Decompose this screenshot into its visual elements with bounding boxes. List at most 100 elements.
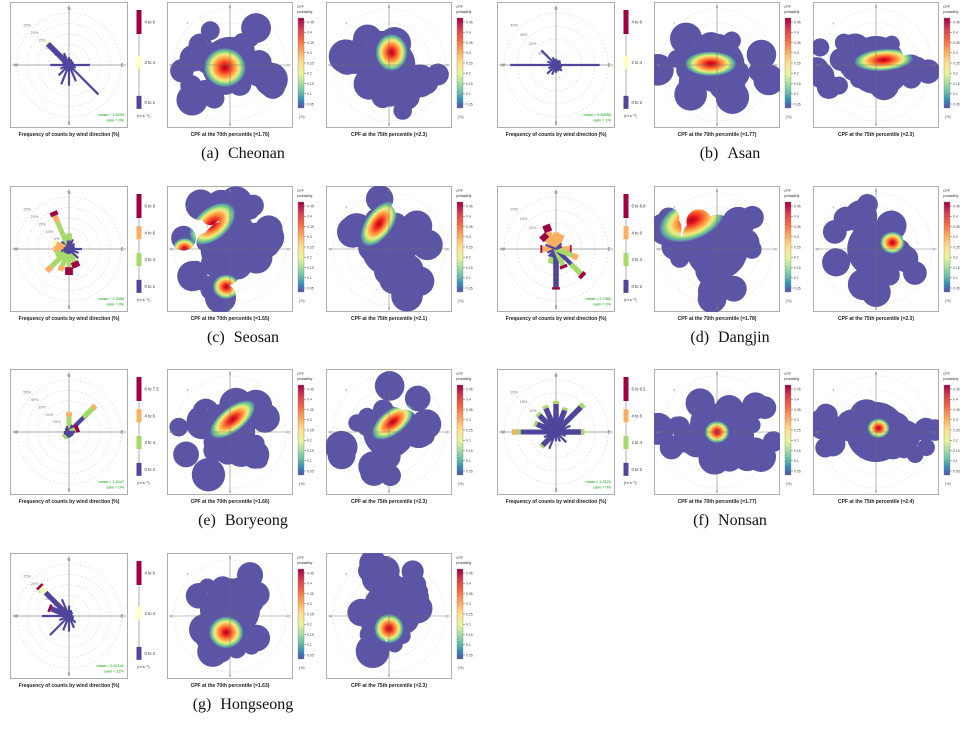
compass-label-w: W bbox=[14, 63, 18, 68]
cpf-title-asan-75th: CPF at the 75th percentile (=2.3) bbox=[838, 132, 914, 138]
ws-ring-label: 4 bbox=[674, 21, 676, 25]
ring-label: 10% bbox=[45, 230, 53, 234]
cpf-title-hongseong-70th: CPF at the 70th percentile (=1.63) bbox=[190, 683, 270, 689]
cpf-col-dangjin-1: 2 4 N E S W CPF at the 70th percentile (=1.78) bbox=[652, 186, 782, 322]
compass-label-e: E bbox=[446, 63, 449, 67]
colorbar-gradient bbox=[943, 17, 951, 109]
windrose-bar-segment bbox=[559, 263, 568, 270]
windrose-bar-segment bbox=[65, 425, 71, 433]
windrose-unit-seosan: N E S W 5% 10% 15% 20% 25% mean = 2.2056 calm = 0%… bbox=[4, 186, 164, 322]
colorbar-tick-label: 0.1 bbox=[794, 92, 799, 96]
colorbar-tick-label: 0.2 bbox=[466, 623, 471, 627]
compass-label-n: N bbox=[388, 372, 391, 376]
compass-label-s: S bbox=[555, 305, 558, 310]
cpf-hotspots bbox=[684, 51, 738, 77]
caption-label: (a) bbox=[201, 145, 219, 162]
colorbar-title-line2: probability bbox=[456, 10, 472, 14]
colorbar-tick-label: 0.45 bbox=[794, 20, 801, 24]
caption-label: (g) bbox=[192, 696, 212, 713]
colorbar-tick-label: 0.35 bbox=[466, 592, 473, 596]
legend-unit-label: (m s⁻¹) bbox=[624, 113, 637, 118]
windrose-bar-segment bbox=[44, 40, 50, 46]
legend-swatch bbox=[623, 10, 629, 34]
compass-label-w: W bbox=[170, 247, 174, 251]
ws-ring-label: 4 bbox=[833, 21, 835, 25]
compass-label-w: W bbox=[14, 614, 18, 619]
colorbar-title-line1: CPF bbox=[297, 189, 304, 193]
windrose-bar-segment bbox=[55, 241, 66, 250]
stats-mean: mean = 1.8293 bbox=[99, 113, 124, 117]
compass-label-e: E bbox=[121, 614, 124, 619]
colorbar-tick-label: 0.25 bbox=[466, 245, 473, 249]
colorbar-tick-label: 0.05 bbox=[466, 286, 473, 290]
ring-label: 20% bbox=[31, 582, 39, 586]
compass-label-n: N bbox=[716, 372, 719, 376]
windrose-bar-segment bbox=[70, 260, 81, 269]
cpf-col-dangjin-2: 2 4 N E S W CPF at the 75th percentile (=2.3) bbox=[811, 186, 941, 322]
compass-label-e: E bbox=[774, 63, 777, 67]
colorbar-tick-label: 0.2 bbox=[794, 256, 799, 260]
cpf-plot-hongseong-75th: 2 4 N E S W bbox=[326, 553, 452, 679]
figure-row-3: N E S W 10% 20% 30% 40% 50% mean = 1.1047 calm = 0… bbox=[0, 369, 974, 530]
compass-label-s: S bbox=[875, 490, 878, 494]
cpf-title-cheonan-75th: CPF at the 75th percentile (=2.3) bbox=[351, 132, 427, 138]
cpf-title-nonsan-75th: CPF at the 75th percentile (=2.4) bbox=[838, 499, 914, 505]
cpf-hotspots bbox=[203, 47, 247, 88]
colorbar-tick-label: 0.15 bbox=[953, 266, 960, 270]
compass-label-w: W bbox=[501, 430, 505, 435]
cpf-col-asan-1: 2 4 N E S W CPF at the 70th percentile (=1.77) bbox=[652, 2, 782, 138]
colorbar-tick-label: 0.05 bbox=[794, 286, 801, 290]
colorbar-tick-label: 0.05 bbox=[953, 102, 960, 106]
windrose-bar-segment bbox=[68, 252, 77, 263]
colorbar-tick-label: 0.15 bbox=[794, 266, 801, 270]
cpf-hotspots bbox=[375, 33, 408, 72]
windrose-title-hongseong: Frequency of counts by wind direction (%… bbox=[18, 683, 120, 689]
compass-label-s: S bbox=[68, 121, 71, 126]
stats-calm: calm = 0% bbox=[593, 486, 611, 490]
colorbar-tick-label: 0.2 bbox=[307, 439, 312, 443]
windrose-bar-segment bbox=[47, 604, 53, 613]
windrose-title-dangjin: Frequency of counts by wind direction (%… bbox=[505, 316, 607, 322]
cpf-plot-dangjin-70th: 2 4 N E S W bbox=[654, 186, 780, 312]
compass-label-n: N bbox=[388, 189, 391, 193]
cpf-unit-hongseong-75th: 2 4 N E S W CPF at the 75th percentile (=2.3) C… bbox=[324, 553, 482, 689]
cpf-plot-cheonan-75th: 2 4 N E S W bbox=[326, 2, 452, 128]
legend-bin-label: 6 to 9 bbox=[145, 204, 156, 209]
compass-label-n: N bbox=[875, 189, 878, 193]
legend-bin-label: 0 to 2 bbox=[145, 100, 156, 105]
colorbar-tick-label: 0.25 bbox=[794, 428, 801, 432]
windrose-legend-hongseong: 4 to 6 2 to 4 0 to 2 (m s⁻¹) bbox=[136, 561, 156, 669]
colorbar-gradient bbox=[456, 17, 464, 109]
colorbar-title-line2: probability bbox=[297, 377, 313, 381]
ring-label: 15% bbox=[38, 38, 46, 42]
colorbar-tick-label: 0.3 bbox=[466, 51, 471, 55]
colorbar-unit-label: (%) bbox=[945, 299, 951, 303]
colorbar-tick-label: 0.15 bbox=[466, 633, 473, 637]
colorbar-title-line1: CPF bbox=[456, 5, 463, 9]
windrose-title-nonsan: Frequency of counts by wind direction (%… bbox=[505, 499, 607, 505]
colorbar-tick-label: 0.45 bbox=[953, 20, 960, 24]
caption-hongseong: (g) Hongseong bbox=[4, 696, 482, 714]
ws-ring-label: 4 bbox=[346, 388, 348, 392]
colorbar-tick-label: 0.35 bbox=[794, 225, 801, 229]
colorbar-tick-label: 0.1 bbox=[794, 459, 799, 463]
colorbar-tick-label: 0.1 bbox=[953, 276, 958, 280]
ws-ring-label: 2 bbox=[206, 225, 208, 229]
legend-bin-label: 6 to 6.2 bbox=[632, 387, 647, 392]
colorbar-title-line2: probability bbox=[784, 10, 800, 14]
colorbar-title-line2: probability bbox=[943, 10, 959, 14]
colorbar-tick-label: 0.25 bbox=[466, 61, 473, 65]
compass-label-s: S bbox=[555, 488, 558, 493]
colorbar-tick-label: 0.3 bbox=[307, 602, 312, 606]
ring-label: 25% bbox=[23, 575, 31, 579]
compass-label-s: S bbox=[229, 307, 232, 311]
colorbar-tick-label: 0.25 bbox=[953, 245, 960, 249]
stats-calm: calm = 0% bbox=[106, 303, 124, 307]
colorbar-unit-label: (%) bbox=[458, 115, 464, 119]
colorbar-tick-label: 0.4 bbox=[953, 31, 958, 35]
